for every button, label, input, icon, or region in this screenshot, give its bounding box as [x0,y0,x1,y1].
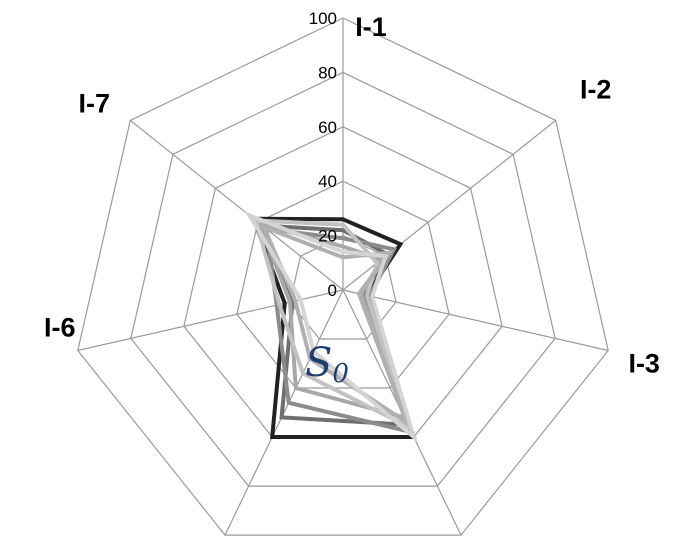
radial-tick-labels: 0 20 40 60 80 100 [309,9,337,300]
axis-label-i-4: I-4 [475,545,507,548]
radar-series-group [244,211,418,443]
tick-label: 40 [318,172,337,191]
grid-ring [130,71,556,487]
axis-label-i-5: I-5 [173,545,205,548]
axis-labels: I-1 I-2 I-3 I-4 I-5 I-6 I-7 [44,12,660,548]
axis-label-i-2: I-2 [580,74,612,104]
axis-label-i-7: I-7 [79,88,111,118]
grid-ring [236,180,450,389]
tick-label: 60 [318,118,337,137]
radar-grid [77,17,609,536]
axis-label-i-1: I-1 [355,12,387,42]
axis-spoke [342,289,609,352]
axis-label-i-6: I-6 [44,313,76,343]
tick-label: 100 [309,9,337,28]
axis-label-i-3: I-3 [628,349,660,379]
annotation-main: S [305,340,332,386]
grid-ring [77,17,609,536]
tick-label: 20 [318,227,337,246]
tick-label: 0 [328,281,337,300]
tick-label: 80 [318,63,337,82]
axis-spoke [77,289,344,352]
annotation-subscript: 0 [332,359,349,389]
axis-spoke [129,119,344,291]
s0-annotation: S0 [305,340,349,389]
series-line [244,211,418,443]
